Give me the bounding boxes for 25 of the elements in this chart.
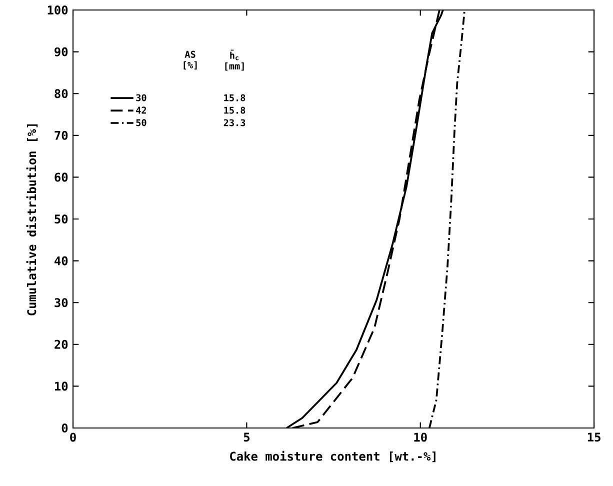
- x-tick-label: 0: [70, 432, 76, 442]
- annotation: 15.8: [224, 94, 246, 102]
- y-axis-title: Cumulative distribution [%]: [26, 124, 38, 316]
- x-tick-label: 10: [414, 432, 427, 442]
- annotation: 23.3: [224, 119, 246, 126]
- legend-label: 30: [136, 94, 146, 102]
- x-tick-label: 15: [588, 432, 600, 442]
- y-tick-label: 90: [54, 47, 68, 56]
- y-tick-label: 60: [54, 172, 68, 182]
- y-tick-label: 40: [54, 256, 68, 266]
- x-axis-title: Cake moisture content [wt.-%]: [230, 450, 436, 462]
- annotation: h̄$_{c}$ [mm]: [225, 50, 244, 71]
- y-tick-label: 20: [54, 340, 68, 349]
- y-tick-label: 70: [54, 130, 68, 140]
- y-tick-label: 80: [54, 89, 68, 98]
- legend-label: 42: [136, 106, 146, 114]
- y-tick-label: 30: [54, 298, 68, 308]
- annotation: 15.8: [224, 106, 246, 114]
- legend-label: 50: [136, 119, 146, 126]
- y-tick-label: 10: [55, 382, 68, 391]
- y-tick-label: 0: [62, 423, 68, 433]
- y-tick-label: 50: [54, 214, 68, 224]
- y-tick-label: 100: [48, 5, 68, 15]
- legend-title: AS [%]: [184, 50, 197, 70]
- x-tick-label: 5: [244, 432, 250, 442]
